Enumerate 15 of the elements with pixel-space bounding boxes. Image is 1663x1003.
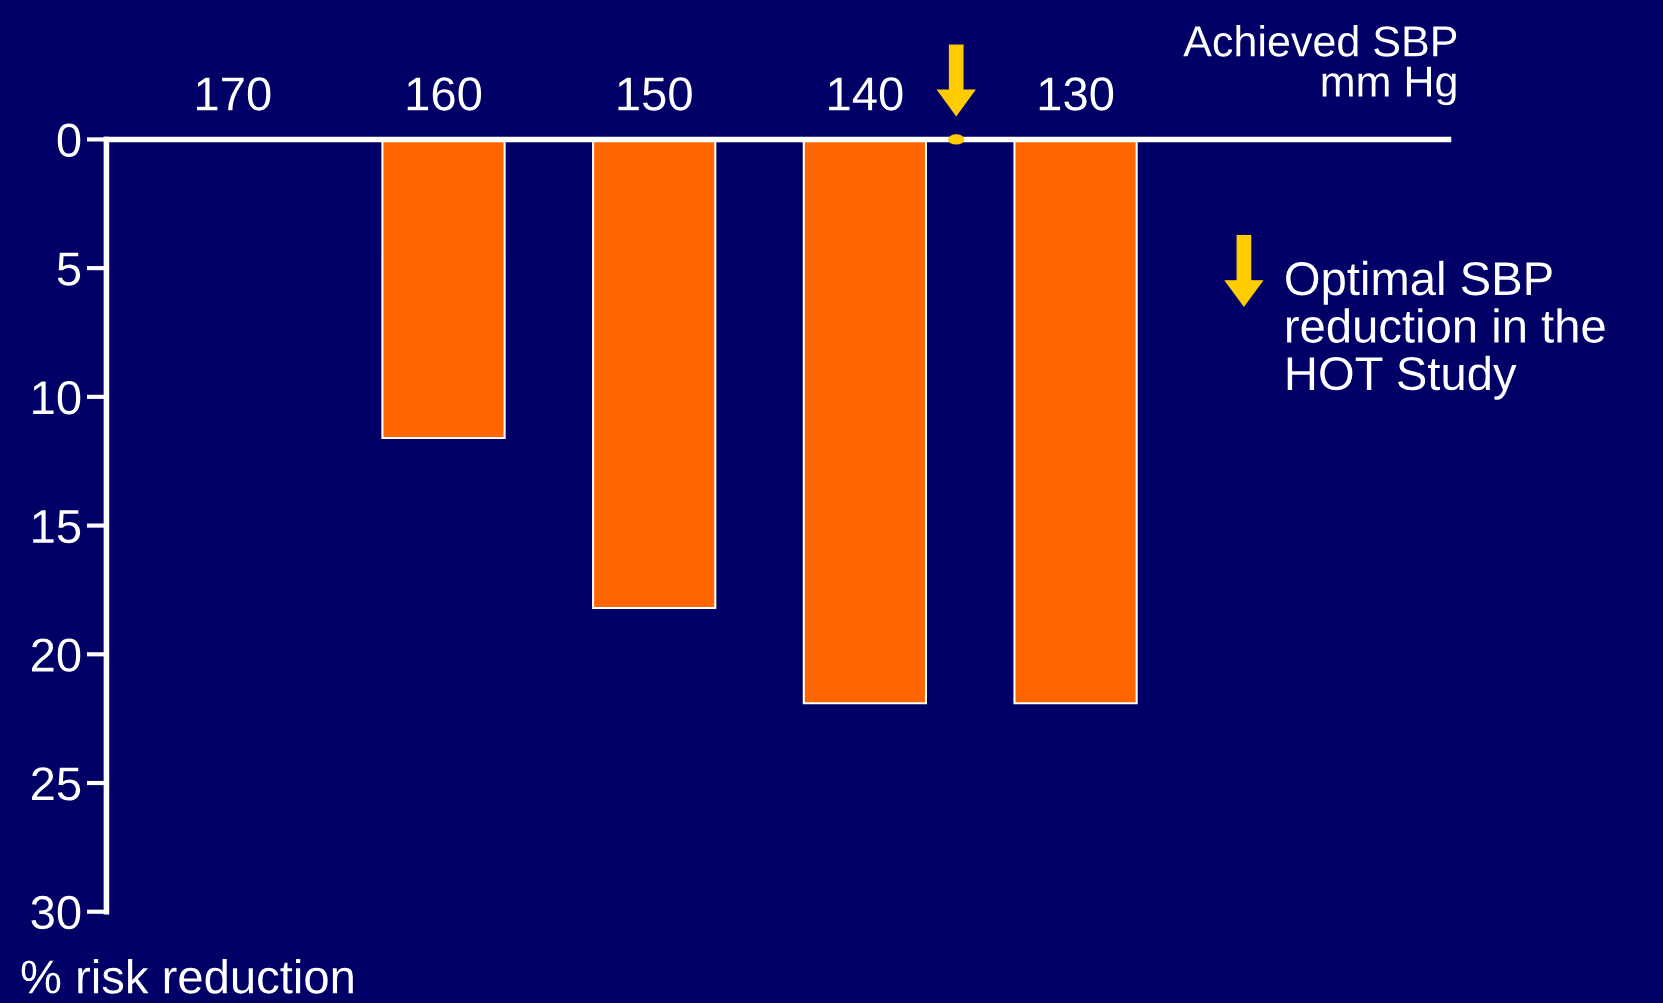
x-axis-title: Achieved SBP mm Hg [1183,25,1457,106]
x-tick-label: 140 [829,77,903,111]
x-tick-label: 160 [407,77,482,111]
y-tick-label: 30 [31,895,81,930]
x-tick-label: 130 [1039,77,1114,111]
y-tick-label: 15 [33,510,81,544]
y-tick-label: 5 [57,252,81,286]
y-tick-label: 0 [57,123,81,157]
y-axis-title: % risk reduction [21,958,353,994]
y-tick-label: 10 [33,380,81,415]
y-tick-label: 25 [31,767,81,801]
y-tick-label: 20 [31,638,81,672]
x-tick-label: 150 [618,77,692,111]
x-tick-label: 170 [197,77,271,111]
text: Optimal SBP reduction in the HOT Study [1286,260,1605,400]
